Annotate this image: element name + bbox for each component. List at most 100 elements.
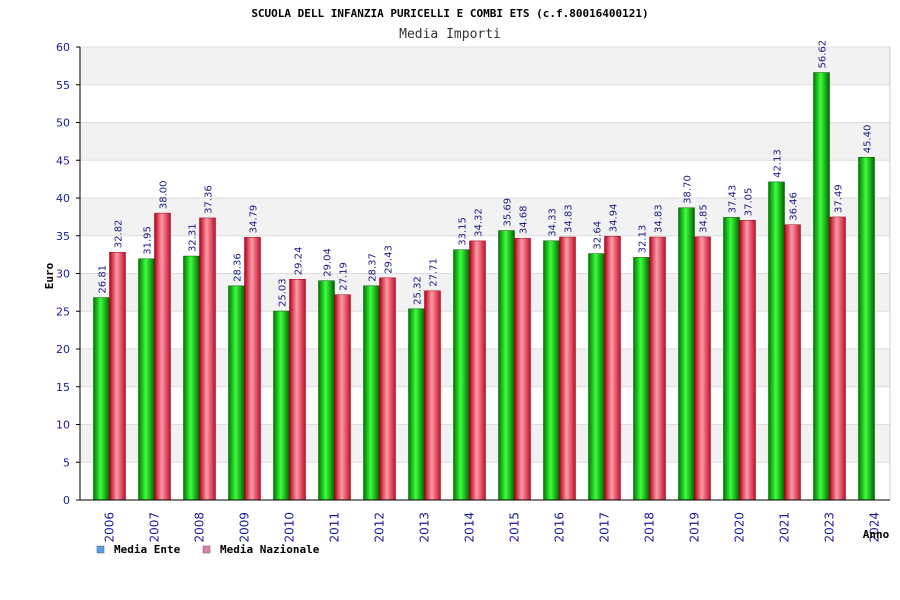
bar-media-nazionale [109,251,126,501]
y-axis-label: Euro [43,262,56,289]
bar-media-ente [498,230,515,501]
bar-media-ente [678,207,695,501]
legend-swatch-media-nazionale [202,545,211,554]
value-label-media-nazionale: 37.49 [834,184,845,213]
x-tick-label: 2020 [733,512,747,543]
value-label-media-nazionale: 38.00 [159,180,170,209]
value-label-media-nazionale: 29.24 [294,247,305,276]
value-label-media-ente: 25.03 [278,278,289,307]
x-tick-label: 2021 [778,512,792,543]
value-label-media-ente: 28.36 [233,253,244,282]
bar-media-ente [138,258,155,501]
y-tick-label: 20 [56,343,70,356]
bar-media-nazionale [784,224,801,501]
bar-media-nazionale [379,277,396,501]
grid-band [80,122,890,161]
legend-label-media-nazionale: Media Nazionale [220,543,320,556]
x-axis: 2006 2007 2008 2009 2010 2011 2012 2013 2014 2015… [80,499,890,543]
x-tick-label: 2023 [823,512,837,543]
y-tick-label: 15 [56,381,70,394]
x-tick-label: 2019 [688,512,702,543]
x-tick-label: 2008 [193,512,207,543]
y-tick-label: 40 [56,192,70,205]
bar-media-nazionale [514,237,531,501]
x-tick-label: 2012 [373,512,387,543]
value-label-media-nazionale: 27.19 [339,262,350,291]
y-tick-label: 0 [63,494,70,507]
bar-media-nazionale [649,236,666,501]
value-label-media-nazionale: 34.83 [564,204,575,233]
value-label-media-ente: 32.64 [593,221,604,250]
y-tick-label: 10 [56,419,70,432]
grid-band [80,84,890,123]
value-label-media-ente: 31.95 [143,226,154,255]
grid-band [80,160,890,198]
bar-media-ente [633,257,650,501]
bar-media-ente [363,285,380,501]
x-tick-label: 2024 [868,512,882,543]
value-label-media-ente: 42.13 [773,149,784,178]
bar-media-nazionale [829,216,846,501]
bar-media-nazionale [244,237,261,501]
x-tick-label: 2007 [148,512,162,543]
bar-media-ente [183,255,200,501]
value-label-media-ente: 37.43 [728,185,739,214]
value-label-media-ente: 45.40 [863,125,874,154]
y-tick-label: 60 [56,41,70,54]
value-label-media-ente: 35.69 [503,198,514,227]
value-label-media-ente: 56.62 [818,40,829,69]
legend-label-media-ente: Media Ente [114,543,181,556]
bar-media-nazionale [604,235,621,501]
value-label-media-nazionale: 36.46 [789,192,800,221]
value-label-media-nazionale: 34.79 [249,205,260,234]
chart-subtitle: Media Importi [399,27,501,42]
x-tick-label: 2018 [643,512,657,543]
y-tick-label: 45 [56,154,70,167]
grid-band [80,47,890,85]
bar-media-nazionale [739,220,756,501]
y-tick-label: 30 [56,268,70,281]
x-tick-label: 2009 [238,512,252,543]
bar-media-ente [453,249,470,501]
bar-media-ente [543,240,560,501]
bar-media-ente [768,181,785,501]
x-tick-label: 2011 [328,512,342,543]
value-label-media-ente: 34.33 [548,208,559,237]
legend: Media Ente Media Nazionale [96,543,320,556]
bar-media-nazionale [469,240,486,501]
x-tick-label: 2006 [103,512,117,543]
bar-media-ente [228,285,245,501]
bar-media-ente [273,310,290,501]
bar-media-nazionale [289,278,306,501]
x-tick-label: 2017 [598,512,612,543]
bar-media-nazionale [424,290,441,501]
value-label-media-nazionale: 37.36 [204,185,215,214]
x-tick-label: 2014 [463,512,477,543]
bar-media-ente [813,72,830,501]
x-tick-label: 2010 [283,512,297,543]
x-tick-label: 2015 [508,512,522,543]
value-label-media-ente: 26.81 [98,265,109,294]
bar-media-ente [408,308,425,501]
y-axis: 0 5 10 15 20 25 30 35 40 45 50 55 60 [56,41,81,507]
bar-media-nazionale [199,217,216,501]
value-label-media-nazionale: 29.43 [384,245,395,274]
bar-media-ente [858,156,875,501]
bars [93,72,875,501]
bar-media-nazionale [154,212,171,501]
value-label-media-ente: 32.31 [188,223,199,252]
value-label-media-ente: 32.13 [638,225,649,254]
value-label-media-nazionale: 34.68 [519,206,530,235]
value-label-media-nazionale: 34.94 [609,204,620,233]
value-label-media-nazionale: 34.85 [699,204,710,233]
x-tick-label: 2016 [553,512,567,543]
bar-media-ente [318,280,335,501]
value-label-media-ente: 29.04 [323,248,334,277]
y-tick-label: 55 [56,79,70,92]
value-label-media-ente: 25.32 [413,276,424,305]
value-label-media-nazionale: 37.05 [744,188,755,217]
bar-media-ente [723,217,740,501]
y-tick-label: 5 [63,456,70,469]
bar-media-nazionale [334,294,351,501]
